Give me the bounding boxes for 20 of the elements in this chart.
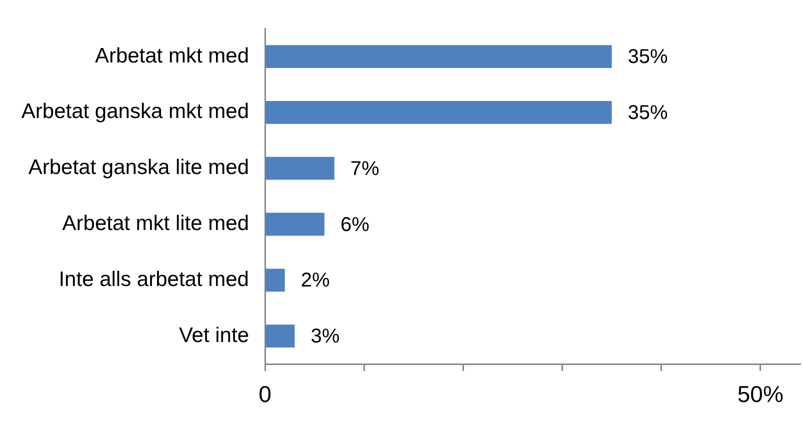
bar	[266, 324, 295, 348]
y-tick-label: Vet inte	[178, 324, 249, 347]
bar	[266, 156, 334, 180]
data-label: 2%	[300, 270, 330, 292]
y-tick-label: Arbetat mkt lite med	[62, 212, 249, 236]
bar	[266, 100, 612, 124]
data-label: 7%	[350, 158, 380, 180]
y-tick-label: Arbetat ganska mkt med	[21, 100, 249, 124]
bar	[266, 268, 285, 292]
x-tick-label: 0	[258, 380, 272, 407]
y-tick-label: Arbetat ganska lite med	[28, 156, 249, 180]
data-label: 3%	[310, 326, 340, 348]
data-label: 35%	[628, 46, 668, 68]
data-label: 6%	[340, 214, 370, 236]
y-tick-label: Arbetat mkt med	[94, 44, 249, 68]
bar	[266, 45, 612, 68]
bar	[266, 212, 324, 236]
y-tick-label: Inte alls arbetat med	[58, 268, 249, 291]
x-tick-label: 50%	[737, 380, 784, 407]
data-label: 35%	[628, 102, 668, 124]
